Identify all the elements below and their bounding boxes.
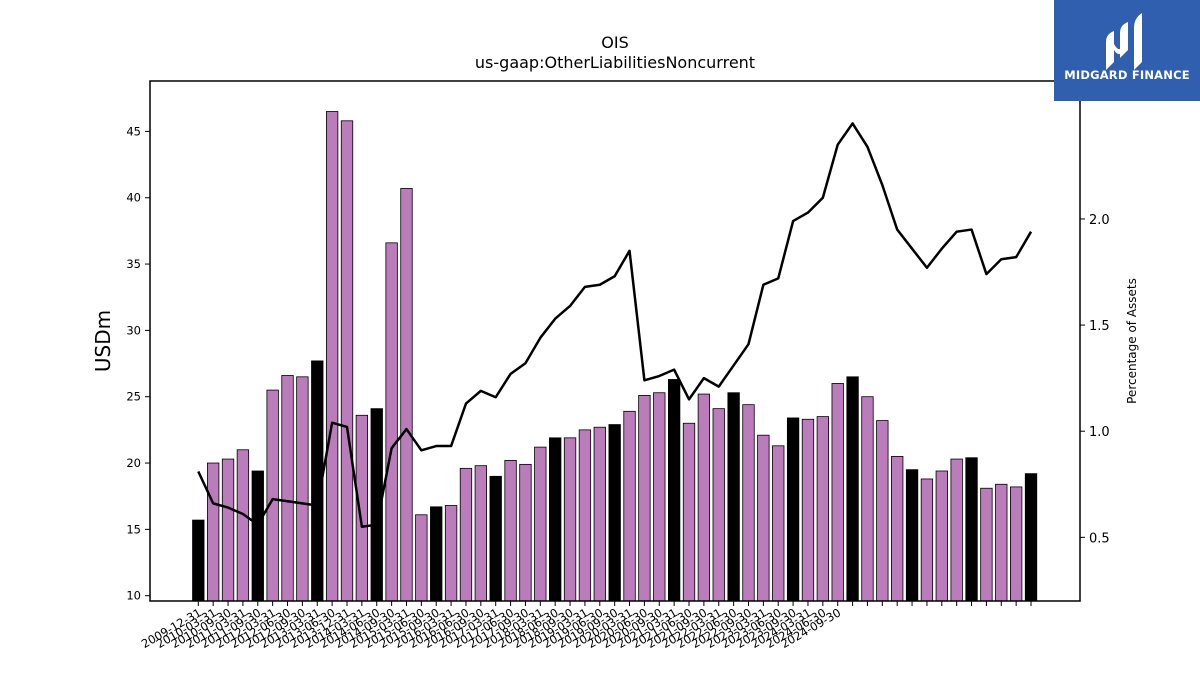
bar — [786, 417, 800, 602]
y-tick-label: 40 — [126, 191, 141, 205]
bar — [325, 111, 339, 602]
bar — [653, 392, 666, 602]
y2-tick-label: 0.5 — [1089, 531, 1110, 546]
y-tick-label: 35 — [126, 257, 141, 271]
bar — [772, 445, 785, 602]
bar — [400, 188, 413, 602]
bar — [459, 467, 473, 602]
y2-tick-label: 1.5 — [1089, 319, 1110, 334]
bar — [207, 462, 220, 602]
bar — [935, 470, 948, 602]
y2-tick-label: 1.0 — [1089, 425, 1110, 440]
bar — [221, 458, 235, 602]
y-axis-right: 0.5 1.0 1.5 2.0 — [1080, 213, 1110, 546]
bar — [444, 505, 458, 602]
logo-mark-icon — [1106, 13, 1142, 70]
y2-axis-label: Percentage of Assets — [1125, 278, 1139, 404]
bar — [757, 434, 770, 602]
bar — [608, 424, 621, 602]
bar — [667, 379, 681, 602]
y-tick-label: 30 — [126, 323, 141, 337]
chart-title: OIS — [601, 33, 628, 52]
logo-text: MIDGARD FINANCE — [1064, 68, 1190, 82]
bar — [504, 459, 517, 602]
bar — [415, 514, 428, 602]
y-tick-label: 15 — [126, 522, 141, 536]
bar — [697, 393, 711, 602]
bar — [638, 394, 651, 602]
bar — [251, 470, 264, 602]
bar — [965, 457, 978, 602]
bar — [549, 437, 562, 602]
y-tick-label: 45 — [126, 124, 141, 138]
y-axis-label: USDm — [91, 310, 115, 372]
bar — [192, 519, 205, 602]
bar — [876, 420, 889, 602]
bar — [846, 376, 859, 602]
pct-assets-line — [197, 122, 1033, 528]
bar — [578, 429, 592, 602]
bar — [801, 418, 815, 602]
bar — [712, 408, 725, 602]
bar — [905, 469, 919, 602]
bar — [920, 478, 934, 602]
y-tick-label: 20 — [126, 456, 141, 470]
bar — [519, 463, 532, 602]
bar — [340, 120, 354, 602]
bar — [861, 396, 874, 602]
bar — [742, 404, 755, 602]
bar — [623, 410, 636, 602]
bar — [474, 465, 487, 602]
midgard-finance-logo: MIDGARD FINANCE — [1054, 0, 1200, 101]
bar — [430, 506, 443, 602]
bar — [831, 383, 844, 602]
bar — [563, 437, 577, 602]
bar — [281, 375, 294, 602]
bar — [980, 487, 993, 602]
bar — [534, 446, 547, 602]
y-tick-label: 10 — [126, 589, 141, 603]
bar — [727, 392, 740, 602]
bar — [296, 376, 309, 602]
y-tick-label: 25 — [126, 390, 141, 404]
bar — [489, 475, 502, 602]
bar — [1024, 473, 1038, 602]
bar — [950, 458, 963, 602]
bar — [682, 422, 696, 602]
bar — [816, 416, 829, 602]
bar-series — [192, 111, 1038, 602]
bar — [385, 242, 398, 602]
chart-subtitle: us-gaap:OtherLiabilitiesNoncurrent — [475, 53, 755, 72]
bar — [593, 426, 606, 602]
bar — [891, 456, 904, 602]
bar — [995, 483, 1008, 602]
bar — [1010, 486, 1023, 602]
y-axis-left: 10 15 20 25 30 35 40 45 — [126, 124, 150, 603]
y2-tick-label: 2.0 — [1089, 213, 1110, 228]
line-series — [197, 122, 1033, 528]
bar — [236, 449, 250, 602]
bar — [266, 389, 279, 602]
x-axis: 2009-12-312010-03-312010-09-302011-03-31… — [139, 601, 1032, 651]
